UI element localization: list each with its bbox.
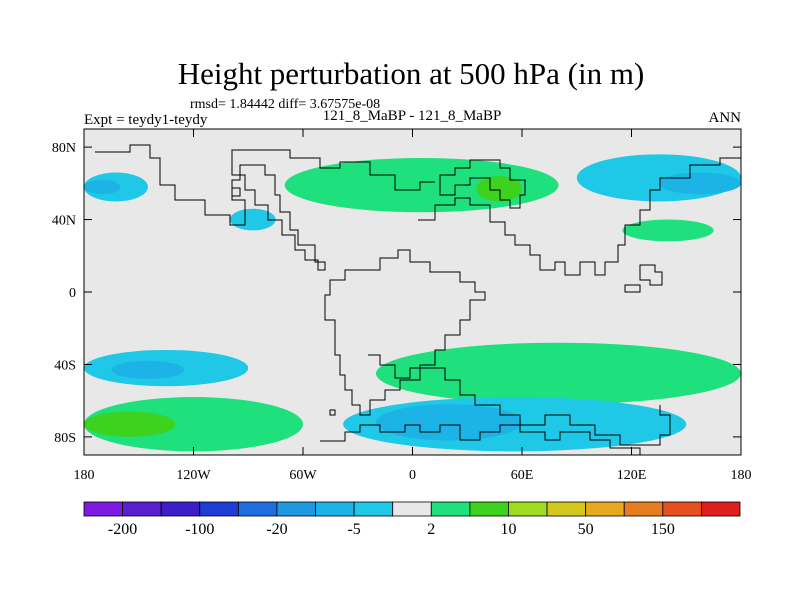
coastline-africa-eurasia bbox=[418, 157, 741, 276]
colorbar-label: -20 bbox=[266, 521, 287, 538]
stats-line: rmsd= 1.84442 diff= 3.67575e-08 bbox=[190, 97, 380, 112]
colorbar-box bbox=[199, 501, 239, 517]
colorbar-box bbox=[623, 501, 664, 517]
coastlines bbox=[95, 144, 741, 455]
right-label: ANN bbox=[709, 110, 742, 126]
contour-region-12 bbox=[376, 342, 741, 405]
contour-regions bbox=[84, 154, 741, 452]
contour-region-6 bbox=[658, 172, 741, 195]
colorbar-box bbox=[392, 501, 432, 517]
coastline-south-america bbox=[324, 249, 486, 416]
x-tick-label: 60W bbox=[289, 468, 317, 483]
colorbar-box bbox=[469, 501, 509, 517]
colorbar-box bbox=[160, 501, 201, 517]
colorbar-box bbox=[662, 501, 702, 517]
x-tick-label: 60E bbox=[511, 468, 534, 483]
x-tick-label: 180 bbox=[74, 468, 95, 483]
center-label: 121_8_MaBP - 121_8_MaBP bbox=[323, 108, 502, 124]
contour-region-4 bbox=[476, 176, 522, 202]
contour-region-11 bbox=[84, 411, 176, 437]
y-tick-label: 40N bbox=[52, 214, 76, 229]
colorbar-box bbox=[315, 501, 355, 517]
colorbar-box bbox=[585, 501, 625, 517]
colorbar-box bbox=[508, 501, 548, 517]
colorbar-box bbox=[122, 501, 162, 517]
y-tick-label: 0 bbox=[69, 286, 76, 301]
colorbar-box bbox=[546, 501, 587, 517]
x-tick-label: 0 bbox=[409, 468, 416, 483]
contour-region-10 bbox=[84, 397, 303, 452]
contour-region-14 bbox=[376, 404, 522, 441]
colorbar-label: -5 bbox=[347, 521, 360, 538]
y-tick-label: 80S bbox=[54, 431, 76, 446]
colorbar-label: 2 bbox=[427, 521, 435, 538]
y-tick-label: 80N bbox=[52, 141, 76, 156]
chart-title: Height perturbation at 500 hPa (in m) bbox=[178, 56, 645, 91]
x-axis: 180 120W 60W 0 60E 120E 180 bbox=[74, 129, 752, 483]
colorbar-box bbox=[430, 501, 471, 517]
x-tick-label: 120E bbox=[617, 468, 647, 483]
coastline-antarctica bbox=[320, 424, 641, 455]
colorbar-label: -200 bbox=[108, 521, 137, 538]
contour-region-1 bbox=[84, 179, 121, 195]
colorbar: -200 -100 -20 -5 2 10 50 150 bbox=[83, 501, 741, 538]
colorbar-box bbox=[83, 501, 123, 517]
colorbar-label: 10 bbox=[500, 521, 516, 538]
colorbar-box bbox=[701, 501, 741, 517]
colorbar-box bbox=[353, 501, 394, 517]
colorbar-box bbox=[237, 501, 278, 517]
colorbar-label: 50 bbox=[578, 521, 594, 538]
colorbar-label: -100 bbox=[185, 521, 214, 538]
x-tick-label: 180 bbox=[731, 468, 752, 483]
y-axis: 80N 40N 0 40S 80S bbox=[52, 141, 741, 446]
contour-region-9 bbox=[111, 360, 185, 379]
y-tick-label: 40S bbox=[54, 358, 76, 373]
contour-region-7 bbox=[622, 219, 714, 242]
coastline-south-africa-coast bbox=[368, 354, 671, 446]
coastline-islands bbox=[231, 187, 663, 416]
colorbar-box bbox=[276, 501, 316, 517]
colorbar-label: 150 bbox=[651, 521, 675, 538]
coastline-north-america bbox=[95, 144, 435, 271]
coastline-eurasia-north bbox=[439, 159, 526, 209]
x-tick-label: 120W bbox=[176, 468, 211, 483]
left-label: Expt = teydy1-teydy bbox=[84, 112, 208, 128]
